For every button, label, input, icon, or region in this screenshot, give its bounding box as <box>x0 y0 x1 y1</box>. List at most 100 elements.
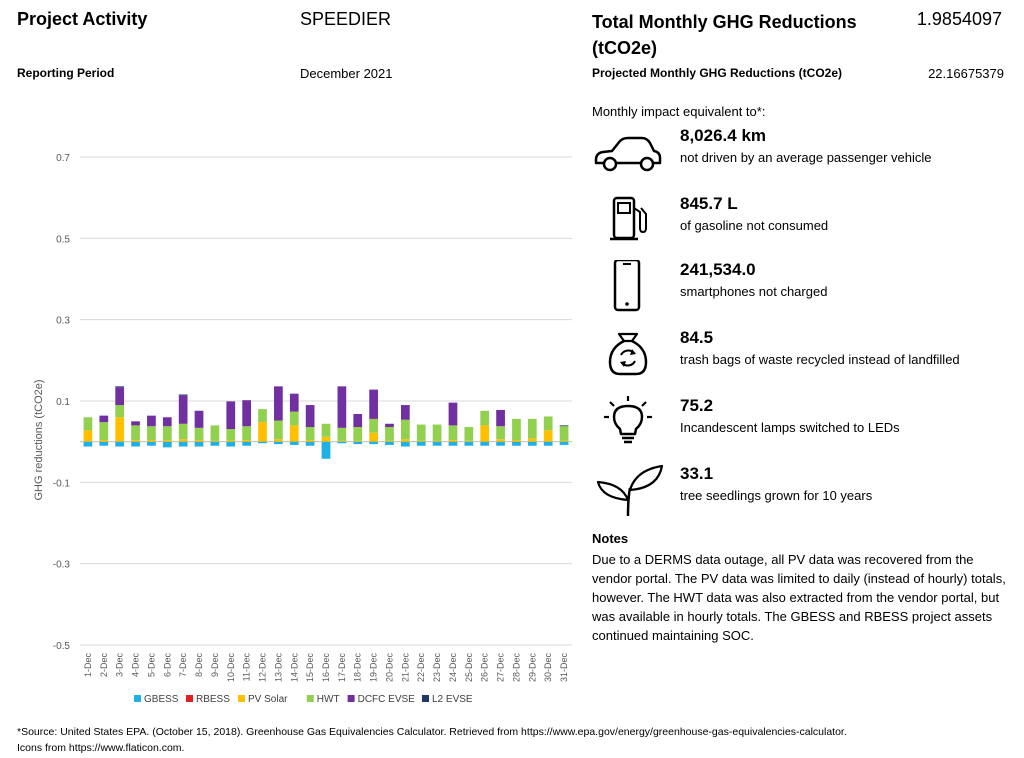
bar-segment <box>115 441 125 447</box>
bar-segment <box>432 424 442 441</box>
bar-segment <box>147 415 156 427</box>
bar-segment <box>400 405 410 420</box>
bar-segment <box>162 441 172 448</box>
bar-segment <box>210 441 220 446</box>
bar-segment <box>178 395 188 424</box>
impact-item-trash-bags: 84.5 trash bags of waste recycled instea… <box>592 328 1012 392</box>
bar-segment <box>305 440 315 442</box>
bar-segment <box>258 441 267 444</box>
footer: *Source: United States EPA. (October 15,… <box>17 724 847 756</box>
impact-item-gasoline: 845.7 L of gasoline not consumed <box>592 194 1012 258</box>
bar-segment <box>369 441 378 445</box>
bar-segment <box>83 430 93 442</box>
impact-value-seedlings: 33.1 <box>680 464 714 483</box>
impact-item-car: 8,026.4 km not driven by an average pass… <box>592 126 1012 190</box>
bar-segment <box>99 422 109 441</box>
bar-segment <box>385 423 394 428</box>
bar-segment <box>496 439 505 442</box>
bar-segment <box>162 440 172 442</box>
bar-segment <box>274 439 283 442</box>
total-reductions-label-line2: (tCO2e) <box>592 38 658 58</box>
bar-segment <box>289 425 299 442</box>
bar-segment <box>305 427 315 441</box>
total-reductions-label-line1: Total Monthly GHG Reductions <box>592 12 857 32</box>
chart-y-axis-label: GHG reductions (tCO2e) <box>33 379 45 500</box>
bar-segment <box>99 440 109 442</box>
legend-swatch <box>134 695 141 702</box>
bar-segment <box>369 418 378 433</box>
x-tick-label: 20-Dec <box>384 653 394 683</box>
bar-segment <box>337 386 347 428</box>
bar-segment <box>162 426 172 441</box>
bar-segment <box>83 441 93 447</box>
car-icon <box>594 136 662 172</box>
bar-segment <box>274 386 283 421</box>
legend-swatch <box>347 695 355 702</box>
bar-segment <box>496 441 505 446</box>
bar-segment <box>321 423 331 437</box>
bar-segment <box>448 425 458 441</box>
x-tick-label: 30-Dec <box>543 653 553 683</box>
x-tick-label: 8-Dec <box>194 653 204 678</box>
bar-segment <box>432 441 442 446</box>
bar-segment <box>242 400 252 427</box>
bar-segment <box>115 405 125 418</box>
x-tick-label: 24-Dec <box>448 653 458 683</box>
bar-segment <box>194 410 204 428</box>
bar-segment <box>210 425 220 441</box>
legend-entry: HWT <box>317 694 340 705</box>
x-tick-label: 26-Dec <box>480 653 490 683</box>
reporting-period-label: Reporting Period <box>17 66 115 80</box>
bar-segment <box>448 440 458 442</box>
x-tick-label: 3-Dec <box>115 653 125 678</box>
x-tick-label: 29-Dec <box>527 653 537 683</box>
bar-segment <box>527 418 537 439</box>
x-tick-label: 5-Dec <box>146 653 156 678</box>
legend-entry: L2 EVSE <box>432 694 473 705</box>
bar-segment <box>289 411 299 426</box>
chart-grid: 0.7 0.5 0.3 0.1 -0.1 -0.3 -0.5 <box>53 153 572 652</box>
bar-segment <box>289 393 299 412</box>
x-tick-label: 7-Dec <box>178 653 188 678</box>
bar-segment <box>115 417 125 442</box>
x-tick-label: 6-Dec <box>162 653 172 678</box>
project-name: SPEEDIER <box>300 9 392 29</box>
bar-segment <box>543 441 553 446</box>
bar-segment <box>369 389 378 419</box>
y-tick-label: 0.3 <box>56 316 70 327</box>
y-tick-label: -0.3 <box>53 560 71 571</box>
projected-reductions-label: Projected Monthly GHG Reductions (tCO2e) <box>592 66 843 80</box>
bar-segment <box>464 427 474 441</box>
x-tick-label: 9-Dec <box>210 653 220 678</box>
y-tick-label: -0.5 <box>53 641 71 652</box>
y-tick-label: 0.1 <box>56 397 70 408</box>
bar-segment <box>527 441 537 446</box>
bar-segment <box>448 441 458 446</box>
bar-segment <box>115 386 125 388</box>
impact-desc-seedlings: tree seedlings grown for 10 years <box>680 488 873 503</box>
impact-desc-car: not driven by an average passenger vehic… <box>680 150 932 165</box>
bar-segment <box>416 441 426 446</box>
bar-segment <box>448 402 458 426</box>
bar-segment <box>416 424 426 441</box>
bar-segment <box>115 387 125 406</box>
bar-segment <box>147 440 156 442</box>
impact-value-smartphone: 241,534.0 <box>680 260 756 279</box>
bar-segment <box>385 440 394 442</box>
bar-segment <box>194 440 204 442</box>
x-tick-label: 13-Dec <box>273 653 283 683</box>
bar-segment <box>400 439 410 442</box>
legend-swatch <box>186 695 193 702</box>
bar-segment <box>274 420 283 440</box>
bar-segment <box>321 441 331 459</box>
bar-segment <box>400 419 410 440</box>
bar-segment <box>131 441 140 447</box>
bar-segment <box>464 441 474 446</box>
bar-segment <box>178 394 188 396</box>
bar-segment <box>385 427 394 441</box>
smartphone-icon <box>613 260 641 312</box>
bar-segment <box>321 436 331 442</box>
x-tick-label: 10-Dec <box>226 653 236 683</box>
x-tick-label: 12-Dec <box>258 653 268 683</box>
chart-x-tick-labels: 1-Dec 2-Dec 3-Dec 4-Dec 5-Dec 6-Dec 7-Dec 8-Dec… <box>83 653 569 683</box>
